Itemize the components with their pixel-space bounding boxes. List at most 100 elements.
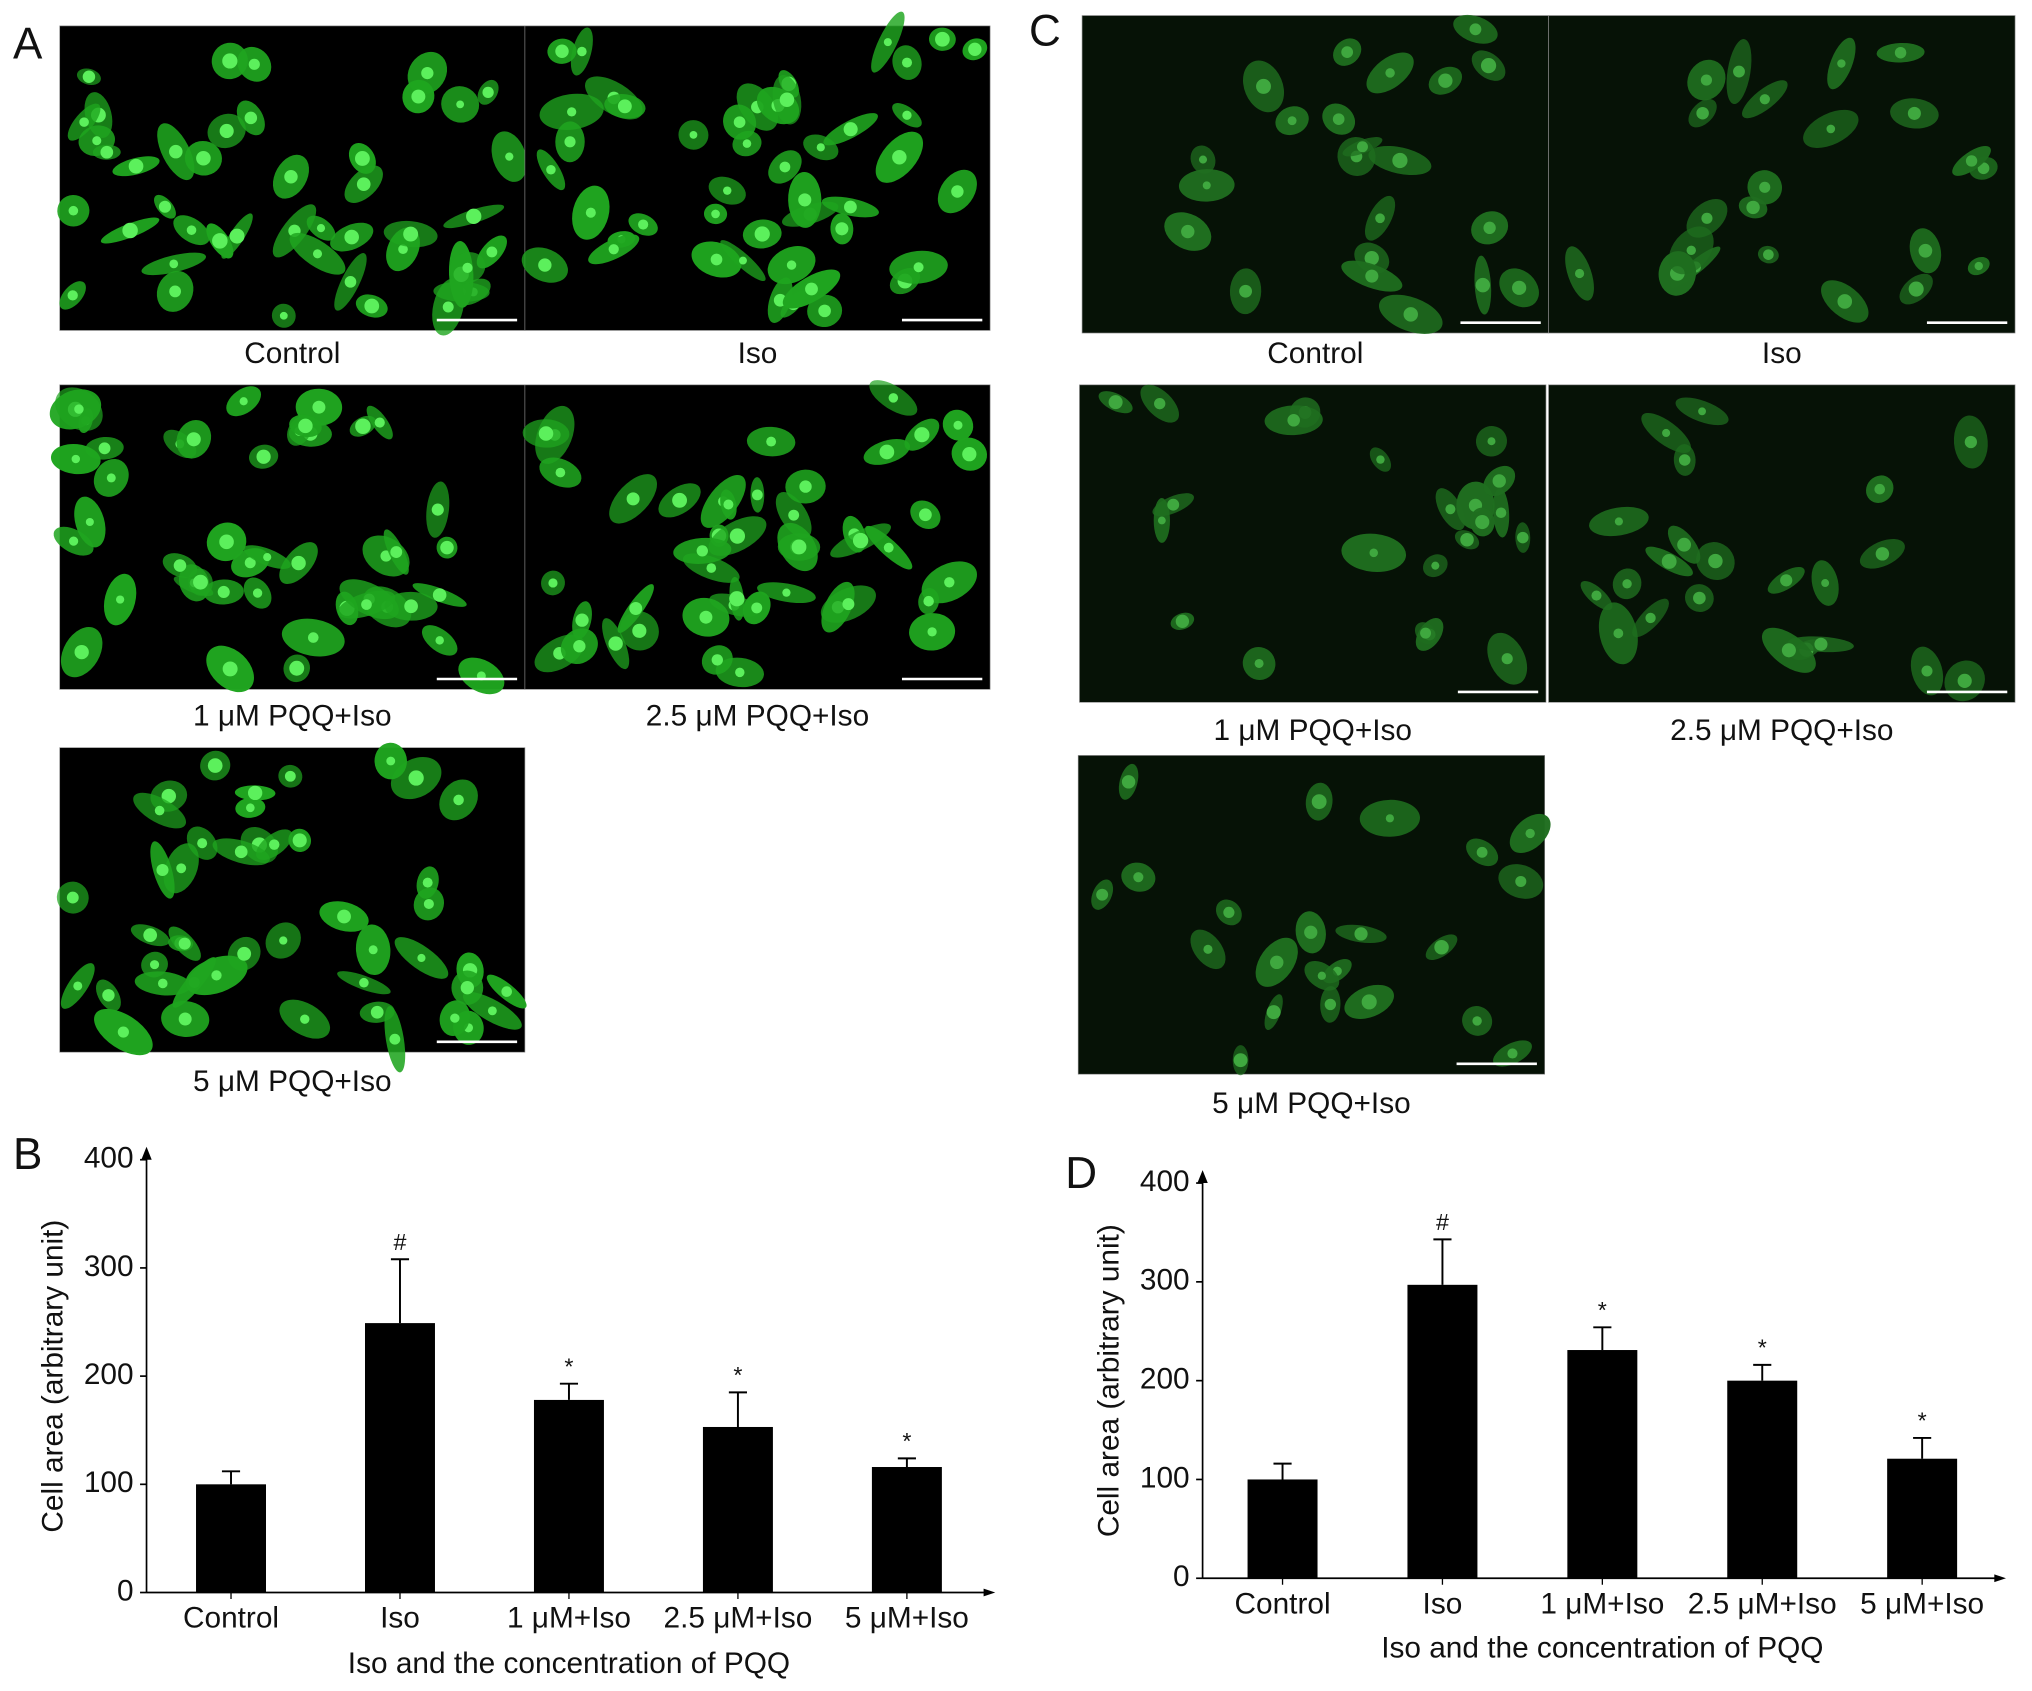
nucleus (766, 436, 777, 447)
nucleus (888, 393, 899, 403)
nucleus (883, 38, 892, 47)
nucleus (699, 610, 713, 624)
nucleus (486, 246, 498, 258)
nucleus (252, 588, 263, 598)
nucleus (292, 833, 307, 848)
x-tick-label: 2.5 μM+Iso (1688, 1587, 1837, 1620)
nucleus (1698, 407, 1706, 416)
image-label: 2.5 μM PQQ+Iso (1670, 714, 1893, 747)
nucleus (298, 418, 313, 434)
nucleus (1974, 261, 1983, 271)
nucleus (844, 200, 857, 214)
nucleus (696, 545, 708, 557)
nucleus (156, 863, 169, 877)
nucleus (779, 161, 791, 173)
bar (533, 1399, 604, 1593)
micrograph (57, 25, 528, 336)
nucleus (222, 661, 238, 677)
axis-arrow (1197, 1170, 1208, 1184)
nucleus (805, 282, 818, 296)
nucleus (1574, 268, 1585, 279)
nucleus (1341, 46, 1354, 59)
nucleus (435, 636, 444, 645)
nucleus (1837, 294, 1853, 309)
y-tick-label: 400 (1140, 1165, 1190, 1198)
image-label: 5 μM PQQ+Iso (193, 1065, 392, 1098)
nucleus (566, 107, 577, 117)
nucleus (98, 442, 111, 455)
nucleus (1472, 1016, 1482, 1026)
x-axis-title: Iso and the concentration of PQQ (1381, 1631, 1823, 1664)
nucleus (1814, 637, 1828, 651)
nucleus (555, 467, 566, 478)
significance-mark: * (564, 1353, 573, 1379)
nucleus (450, 1013, 460, 1023)
nucleus (1781, 643, 1796, 658)
nucleus (1614, 517, 1623, 526)
bar (1887, 1458, 1958, 1579)
image-label: 1 μM PQQ+Iso (193, 700, 392, 733)
nucleus (1133, 872, 1144, 883)
nucleus (284, 170, 298, 184)
nucleus (786, 260, 797, 270)
nucleus (1894, 46, 1907, 59)
nucleus (389, 1033, 401, 1045)
nucleus (186, 225, 197, 235)
image-label: 1 μM PQQ+Iso (1213, 714, 1412, 747)
bar (871, 1467, 942, 1593)
nucleus (279, 311, 288, 320)
nucleus (1108, 395, 1123, 410)
nucleus (951, 185, 964, 198)
nucleus (1357, 141, 1368, 153)
nucleus (788, 509, 800, 521)
nucleus (710, 253, 723, 266)
nucleus (456, 100, 465, 109)
panel-letter: A (13, 19, 43, 68)
nucleus (222, 53, 238, 69)
nucleus (1317, 971, 1326, 980)
nucleus (432, 588, 447, 602)
nucleus (1746, 200, 1760, 215)
significance-mark: * (1598, 1297, 1607, 1323)
nucleus (1662, 428, 1671, 438)
nucleus (422, 877, 433, 888)
micrograph (49, 384, 526, 695)
nucleus (953, 420, 963, 430)
nucleus (390, 546, 403, 558)
nucleus (632, 623, 647, 638)
y-tick-label: 100 (84, 1466, 134, 1499)
bar (1247, 1479, 1318, 1579)
nucleus (1096, 888, 1109, 901)
nucleus (211, 970, 222, 981)
x-axis-title: Iso and the concentration of PQQ (348, 1647, 790, 1680)
nucleus (751, 489, 763, 501)
nucleus (1677, 537, 1692, 552)
nucleus (735, 667, 745, 678)
nucleus (116, 595, 125, 604)
nucleus (411, 89, 426, 104)
nucleus (1181, 224, 1195, 239)
nucleus (1167, 498, 1180, 511)
nucleus (256, 449, 271, 464)
nucleus (914, 427, 930, 443)
nucleus (1445, 504, 1456, 515)
nucleus (149, 960, 160, 970)
y-tick-label: 200 (84, 1358, 134, 1391)
nucleus (466, 208, 482, 224)
nucleus (1476, 846, 1488, 858)
nucleus (361, 599, 372, 610)
significance-mark: * (733, 1362, 742, 1388)
nucleus (370, 1005, 384, 1019)
significance-mark: * (902, 1428, 911, 1454)
nucleus (364, 298, 380, 314)
nucleus (300, 1014, 310, 1024)
nucleus (1733, 65, 1745, 78)
error-bar (1433, 1238, 1452, 1285)
nucleus (689, 130, 698, 139)
nucleus (237, 946, 252, 961)
nucleus (279, 936, 288, 945)
nucleus (217, 585, 230, 599)
nucleus (843, 122, 858, 137)
micrograph-bg (1081, 15, 1549, 334)
